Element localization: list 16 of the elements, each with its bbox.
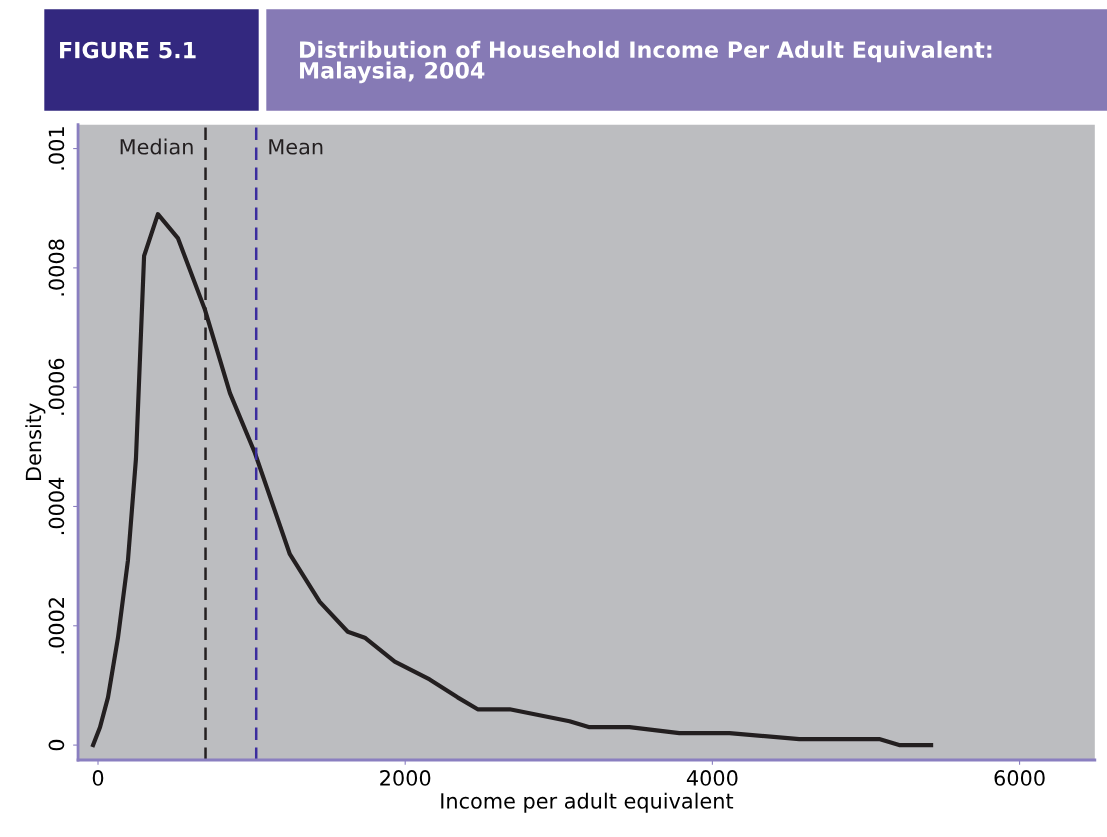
x-tick-label: 4000 (686, 770, 738, 786)
y-tick-label: .0008 (48, 239, 65, 296)
y-tick-label: .0002 (48, 598, 65, 654)
x-tick-label: 2000 (380, 770, 431, 786)
y-axis-title: Density (25, 403, 46, 480)
x-axis-title: Income per adult equivalent (441, 792, 734, 813)
ref-line-label: Mean (269, 139, 323, 155)
chart-title: Distribution of Household Income Per Adult Equivalent: Malaysia, 2004 (300, 40, 992, 84)
y-tick-label: .001 (48, 127, 65, 170)
caption: FIGURE 5.1 (60, 41, 196, 59)
y-tick-label: .0006 (48, 358, 65, 415)
y-tick-label: 0 (48, 739, 65, 751)
x-tick-label: 6000 (994, 770, 1045, 786)
y-tick-label: .0004 (48, 477, 65, 535)
ref-line-label: Median (120, 138, 193, 155)
x-tick-label: 0 (92, 770, 104, 786)
